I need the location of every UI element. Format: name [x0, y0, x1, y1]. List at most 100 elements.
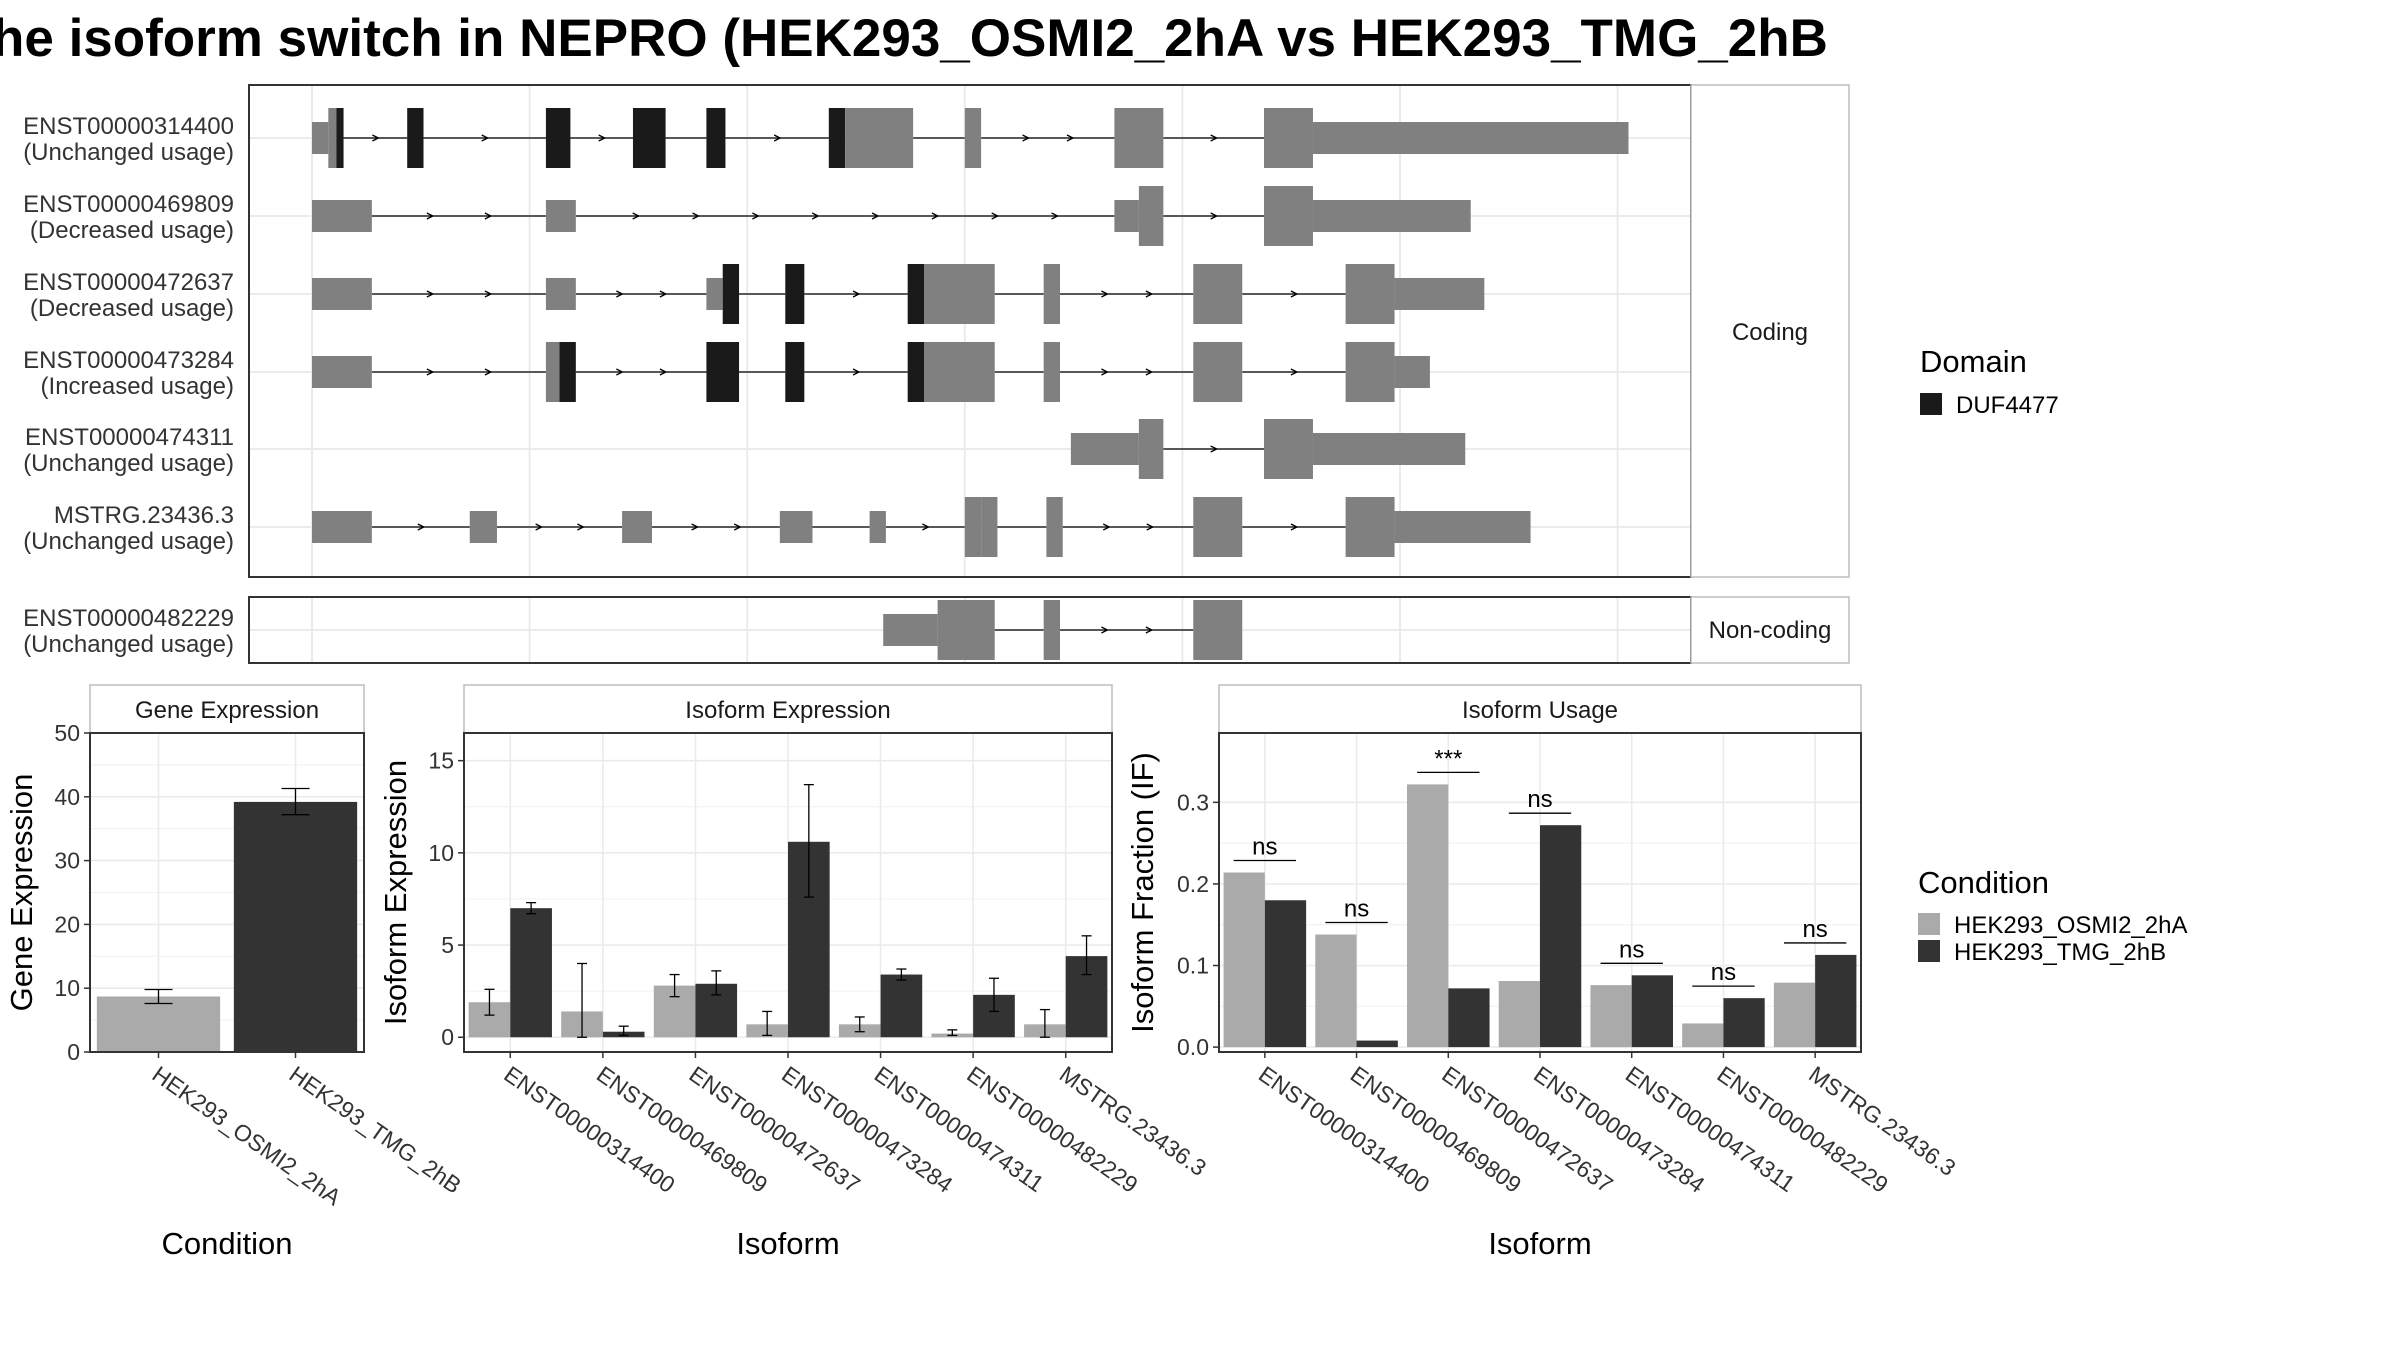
domain-exon [785, 342, 805, 402]
strand-arrow [1145, 368, 1154, 376]
x-tick-label: ENST00000469809 [592, 1061, 772, 1198]
significance-label: ns [1252, 834, 1277, 861]
coding-exon [1138, 186, 1164, 246]
x-tick-label: ENST00000472637 [685, 1061, 865, 1198]
coding-exon [964, 497, 982, 557]
utr-exon [779, 511, 813, 543]
bar [1723, 998, 1765, 1048]
bar [1223, 872, 1265, 1048]
strand-arrow [484, 212, 493, 220]
strand-arrow [426, 368, 435, 376]
utr-exon [469, 511, 497, 543]
panel-border [89, 732, 365, 1053]
coding-exon [1264, 419, 1313, 479]
transcript-id-label: ENST00000472637 [23, 269, 234, 296]
y-tick-label: 0.3 [1177, 789, 1209, 815]
condition-legend-key-1 [1918, 913, 1940, 935]
y-tick-label: 0.1 [1177, 953, 1209, 979]
strand-arrow [733, 523, 742, 531]
x-axis-title: Isoform [1488, 1226, 1591, 1261]
coding-exon [545, 342, 560, 402]
strand-arrow [811, 212, 820, 220]
transcript-ENST00000474311 [1070, 419, 1466, 479]
panel-strip-title: Gene Expression [135, 697, 319, 724]
x-tick-label: MSTRG.23436.3 [1804, 1061, 1960, 1181]
significance-label: *** [1434, 745, 1462, 772]
strand-arrow [659, 290, 668, 298]
x-tick-label: ENST00000469809 [1346, 1061, 1526, 1198]
domain-exon [785, 264, 805, 324]
panel-strip-title: Isoform Usage [1462, 697, 1618, 724]
coding-exon [981, 497, 998, 557]
strand-arrow [577, 523, 585, 531]
strand-arrow [417, 523, 426, 531]
domain-exon [407, 108, 424, 168]
strand-arrow [773, 134, 782, 142]
utr-exon [1114, 200, 1139, 232]
panel-border [1218, 732, 1862, 1053]
utr-exon [1312, 200, 1471, 232]
condition-legend: Condition HEK293_OSMI2_2hA HEK293_TMG_2h… [1918, 865, 2187, 966]
transcript-ENST00000472637 [312, 264, 1485, 324]
domain-exon [828, 108, 846, 168]
x-tick-label: ENST00000314400 [1254, 1061, 1434, 1198]
utr-exon [883, 614, 938, 646]
domain-legend-key [1920, 393, 1942, 415]
y-tick-label: 0 [441, 1024, 454, 1050]
coding-exon [1193, 264, 1243, 324]
bar [1407, 784, 1449, 1048]
domain-exon [706, 108, 726, 168]
strand-arrow [991, 212, 1000, 220]
utr-exon [1394, 278, 1485, 310]
coding-exon [1345, 342, 1395, 402]
y-axis-title: Isoform Expression [378, 760, 413, 1025]
bar [1773, 982, 1816, 1048]
strand-arrow [1101, 290, 1109, 298]
coding-exon [845, 108, 914, 168]
strand-arrow [616, 368, 624, 376]
utr-exon [312, 278, 372, 310]
y-tick-label: 0.2 [1177, 871, 1209, 897]
y-tick-label: 50 [54, 720, 80, 746]
transcript-ENST00000473284 [312, 342, 1430, 402]
transcript-ENST00000314400 [312, 108, 1629, 168]
condition-legend-title: Condition [1918, 865, 2049, 900]
strand-arrow [426, 212, 435, 220]
bar [1264, 900, 1307, 1048]
bar [1498, 981, 1540, 1048]
y-tick-label: 20 [54, 911, 80, 937]
transcript-status-label: (Decreased usage) [30, 295, 234, 322]
coding-exon [1046, 497, 1063, 557]
strand-arrow [1290, 290, 1299, 298]
noncoding-strip [1690, 596, 1850, 664]
bar [1682, 1023, 1724, 1048]
utr-exon [1394, 511, 1531, 543]
strand-arrow [535, 523, 544, 531]
strand-arrow [1022, 134, 1031, 142]
significance-label: ns [1802, 916, 1827, 943]
condition-legend-key-2 [1918, 940, 1940, 962]
significance-label: ns [1344, 896, 1369, 923]
strand-arrow [481, 134, 490, 142]
transcript-id-label: ENST00000473284 [23, 347, 234, 374]
coding-exon [1345, 264, 1395, 324]
y-tick-label: 0.0 [1177, 1034, 1209, 1060]
coding-exon [937, 600, 995, 660]
utr-exon [1312, 122, 1629, 154]
strand-arrow [1210, 212, 1219, 220]
panel-border [463, 732, 1113, 1053]
significance-label: ns [1711, 959, 1736, 986]
strand-arrow [659, 368, 668, 376]
utr-exon [312, 200, 372, 232]
utr-exon [706, 278, 723, 310]
strand-arrow [1290, 368, 1299, 376]
strand-arrow [598, 134, 607, 142]
noncoding-strip-label: Non-coding [1709, 617, 1832, 644]
strand-arrow [1146, 523, 1155, 531]
bar [1815, 954, 1857, 1048]
coding-exon [1345, 497, 1395, 557]
domain-exon [559, 342, 576, 402]
strand-arrow [692, 212, 700, 220]
bar [233, 801, 358, 1052]
